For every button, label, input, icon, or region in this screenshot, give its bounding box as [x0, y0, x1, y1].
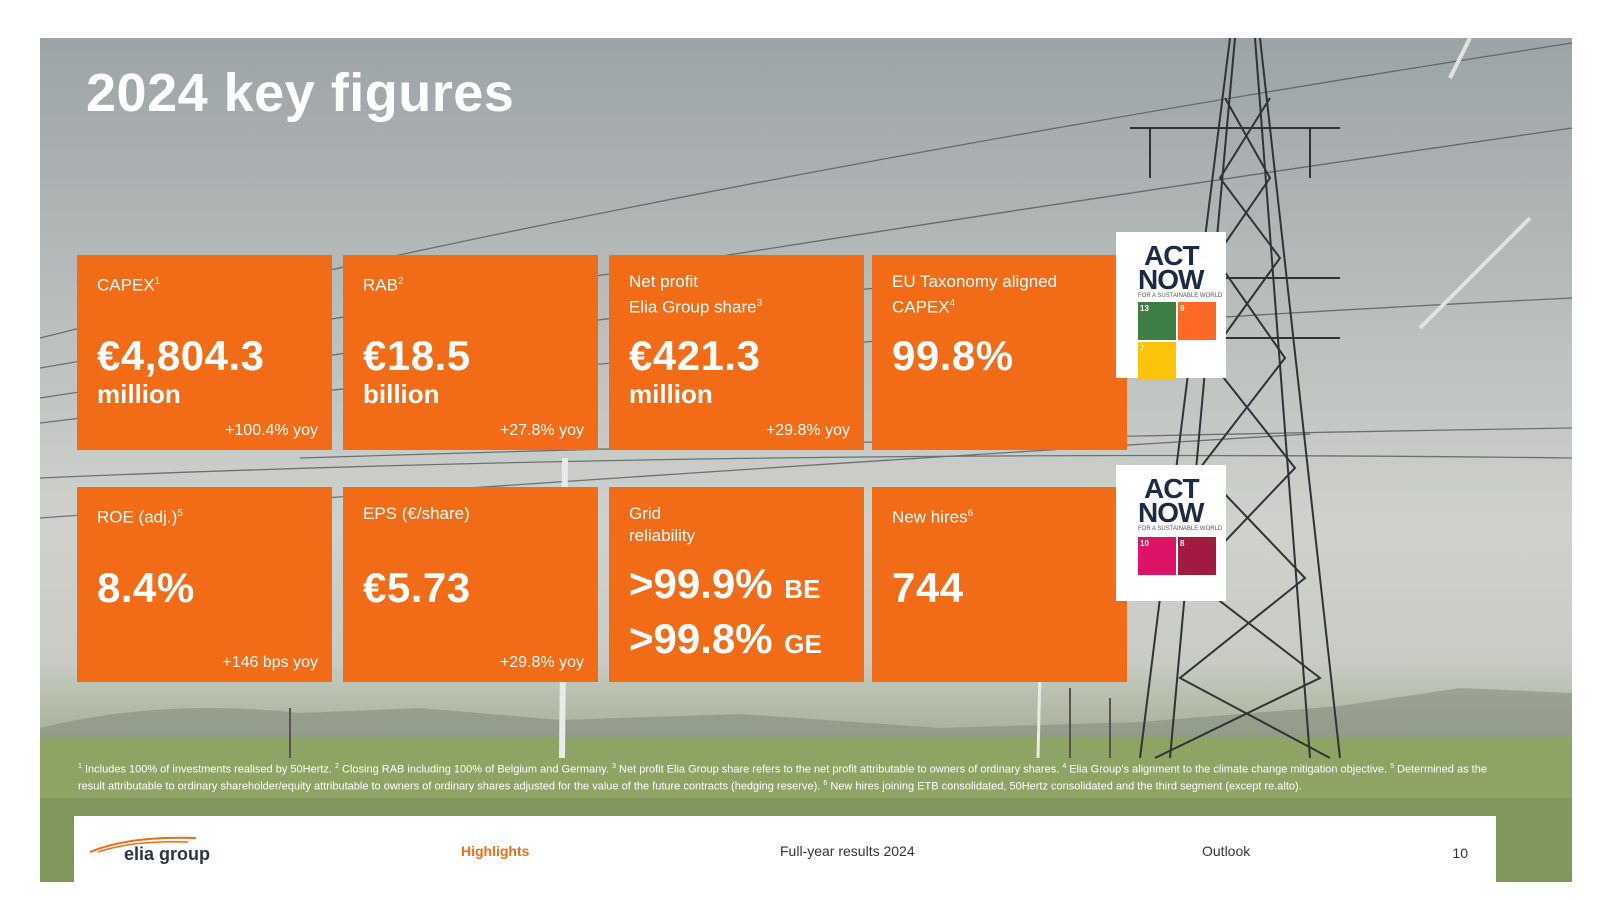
- kpi-label: Grid reliability: [629, 504, 696, 545]
- kpi-yoy: +100.4% yoy: [225, 422, 318, 439]
- footnote-ref: 4: [949, 298, 956, 309]
- background-photo: [40, 38, 1572, 882]
- kpi-value: €4,804.3: [97, 332, 265, 379]
- kpi-card-rab: RAB2 €18.5 billion +27.8% yoy: [343, 255, 598, 450]
- kpi-value: 99.8%: [892, 332, 1014, 379]
- kpi-label: CAPEX: [97, 275, 155, 295]
- kpi-card-roe: ROE (adj.)5 8.4% +146 bps yoy: [77, 487, 332, 682]
- footnote-ref: 3: [756, 298, 763, 309]
- kpi-unit: million: [97, 379, 181, 409]
- footnote-ref: 1: [154, 276, 161, 287]
- elia-swoosh-icon: [89, 836, 197, 853]
- sdg-badge-2: ACT NOW FOR A SUSTAINABLE WORLD 10 8: [1116, 465, 1226, 601]
- nav-outlook[interactable]: Outlook: [1202, 843, 1251, 859]
- footnote-ref: 2: [397, 276, 404, 287]
- kpi-label: New hires: [892, 507, 968, 527]
- kpi-card-capex: CAPEX1 €4,804.3 million +100.4% yoy: [77, 255, 332, 450]
- sdg-goal-8-icon: 8: [1178, 537, 1216, 575]
- kpi-yoy: +146 bps yoy: [222, 654, 318, 671]
- kpi-value: €18.5: [363, 332, 471, 379]
- kpi-yoy: +27.8% yoy: [499, 422, 584, 439]
- page-number: 10: [1452, 845, 1468, 861]
- kpi-label: EPS (€/share): [363, 504, 470, 523]
- kpi-value: >99.9%: [629, 560, 773, 607]
- sdg-goal-7-icon: 7: [1138, 342, 1176, 380]
- act-now-logo: ACT NOW: [1138, 473, 1204, 528]
- kpi-unit: billion: [363, 379, 440, 409]
- page-title: 2024 key figures: [86, 63, 515, 123]
- nav-full-year-results[interactable]: Full-year results 2024: [780, 843, 915, 859]
- country-code: BE: [784, 574, 821, 604]
- footnote-ref: 6: [967, 508, 974, 519]
- sdg-goal-13-icon: 13: [1138, 302, 1176, 340]
- kpi-card-grid-reliability: Grid reliability >99.9% BE >99.8% GE: [609, 487, 864, 682]
- kpi-card-new-hires: New hires6 744: [872, 487, 1127, 682]
- country-code: GE: [784, 629, 822, 659]
- kpi-yoy: +29.8% yoy: [765, 422, 850, 439]
- kpi-value: >99.8%: [629, 615, 773, 662]
- kpi-label: EU Taxonomy aligned CAPEX: [892, 272, 1058, 317]
- act-now-logo: ACT NOW: [1138, 240, 1204, 295]
- kpi-label: RAB: [363, 275, 398, 295]
- kpi-card-eps: EPS (€/share) €5.73 +29.8% yoy: [343, 487, 598, 682]
- sdg-goal-10-icon: 10: [1138, 537, 1176, 575]
- kpi-value: 8.4%: [97, 564, 195, 611]
- kpi-label: ROE (adj.): [97, 507, 178, 527]
- footer-bar: elia group Highlights Full-year results …: [74, 816, 1496, 900]
- reliability-row-be: >99.9% BE: [629, 559, 822, 614]
- kpi-label: Net profit Elia Group share: [629, 272, 757, 317]
- kpi-unit: million: [629, 379, 713, 409]
- reliability-row-ge: >99.8% GE: [629, 614, 822, 669]
- elia-group-logo: elia group: [124, 844, 211, 864]
- pylon-landscape-illustration: [40, 38, 1572, 882]
- kpi-value: €421.3: [629, 332, 761, 379]
- kpi-card-net-profit: Net profit Elia Group share3 €421.3 mill…: [609, 255, 864, 450]
- kpi-value: €5.73: [363, 564, 471, 611]
- act-now-tagline: FOR A SUSTAINABLE WORLD: [1138, 526, 1223, 532]
- kpi-yoy: +29.8% yoy: [499, 654, 584, 671]
- sdg-goal-9-icon: 9: [1178, 302, 1216, 340]
- kpi-value: 744: [892, 564, 964, 611]
- sdg-badge-1: ACT NOW FOR A SUSTAINABLE WORLD 13 9 7: [1116, 232, 1226, 380]
- nav-highlights[interactable]: Highlights: [461, 843, 530, 859]
- kpi-card-eu-taxonomy: EU Taxonomy aligned CAPEX4 99.8%: [872, 255, 1127, 450]
- act-now-tagline: FOR A SUSTAINABLE WORLD: [1138, 293, 1223, 299]
- footnotes: 1 Includes 100% of investments realised …: [78, 763, 1487, 793]
- footnote-ref: 5: [177, 508, 183, 519]
